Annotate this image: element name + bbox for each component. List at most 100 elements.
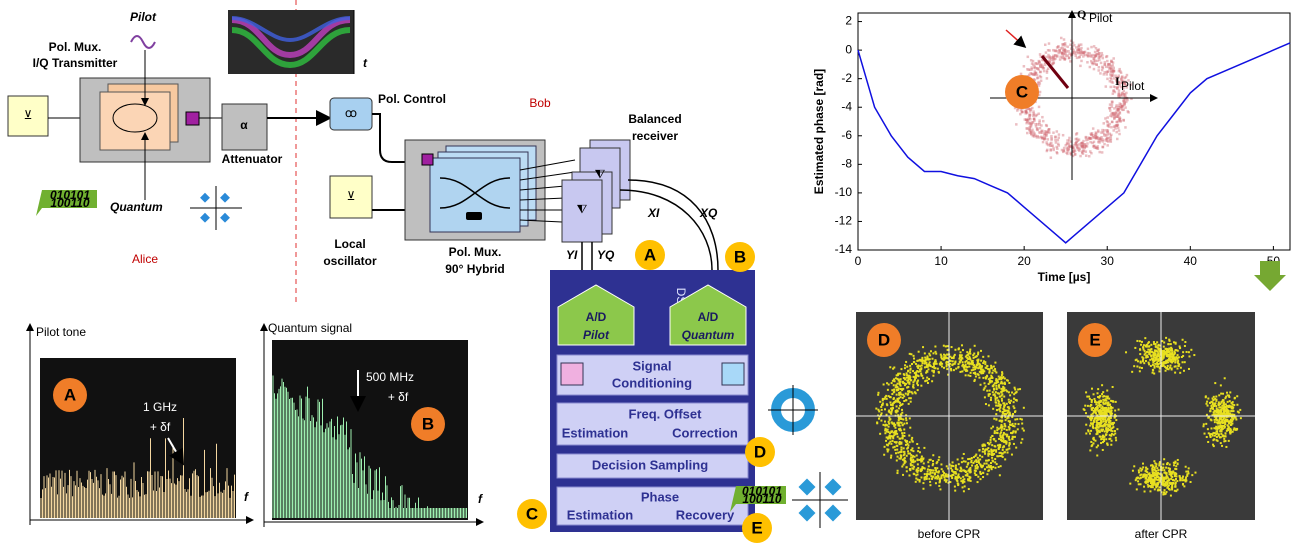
alice-label: Alice <box>132 252 158 266</box>
constellation-point <box>980 360 982 362</box>
constellation-point <box>889 401 891 403</box>
constellation-point <box>892 380 894 382</box>
constellation-point <box>900 443 902 445</box>
constellation-point <box>915 481 917 483</box>
constellation-point <box>1228 440 1230 442</box>
constellation-point <box>1083 408 1085 410</box>
constellation-point <box>912 468 914 470</box>
constellation-point <box>1090 422 1092 424</box>
bits: 100110 <box>742 492 781 506</box>
constellation-point <box>977 481 979 483</box>
constellation-point <box>1117 93 1120 96</box>
constellation-point <box>974 373 976 375</box>
constellation-point <box>991 377 993 379</box>
constellation-point <box>1225 406 1227 408</box>
constellation-point <box>1110 78 1113 81</box>
constellation-point <box>1073 144 1076 147</box>
constellation-point <box>1207 428 1209 430</box>
constellation-point <box>1046 125 1049 128</box>
constellation-point <box>967 458 969 460</box>
constellation-point <box>1106 424 1108 426</box>
constellation-point <box>1223 412 1225 414</box>
constellation-point <box>925 380 927 382</box>
constellation-point <box>1110 422 1112 424</box>
constellation-point <box>922 362 924 364</box>
constellation-point <box>1017 428 1019 430</box>
constellation-point <box>1098 151 1101 154</box>
constellation-point <box>963 460 965 462</box>
constellation-point <box>883 383 885 385</box>
constellation-point <box>999 420 1001 422</box>
constellation-point <box>1005 443 1007 445</box>
constellation-point <box>1141 356 1143 358</box>
constellation-point <box>902 424 904 426</box>
constellation-point <box>924 352 926 354</box>
constellation-point <box>1139 367 1141 369</box>
constellation-point <box>1004 413 1006 415</box>
constellation-point <box>1140 344 1142 346</box>
constellation-point <box>1066 45 1069 48</box>
constellation-point <box>1170 347 1172 349</box>
constellation-point <box>995 391 997 393</box>
constellation-point <box>1229 412 1231 414</box>
constellation-point <box>1179 372 1181 374</box>
constellation-point <box>1177 350 1179 352</box>
constellation-point <box>931 358 933 360</box>
constellation-point <box>1111 410 1113 412</box>
constellation-point <box>912 450 914 452</box>
constellation-point <box>1099 138 1102 141</box>
constellation-point <box>1000 465 1002 467</box>
constellation-point <box>955 368 957 370</box>
constellation-point <box>1058 133 1061 136</box>
constellation-point <box>1000 431 1002 433</box>
constellation-point <box>1107 129 1110 132</box>
constellation-point <box>1052 49 1055 52</box>
constellation-point <box>962 364 964 366</box>
constellation-point <box>886 398 888 400</box>
constellation-point <box>933 371 935 373</box>
constellation-point <box>959 470 961 472</box>
constellation-point <box>986 390 988 392</box>
constellation-point <box>1090 419 1092 421</box>
constellation-point <box>887 389 889 391</box>
constellation-point <box>967 362 969 364</box>
constellation-point <box>1039 75 1042 78</box>
constellation-point <box>1089 141 1092 144</box>
badge: C <box>517 499 547 529</box>
constellation-point <box>1106 431 1108 433</box>
constellation-point <box>1096 409 1098 411</box>
constellation-point <box>949 356 951 358</box>
constellation-point <box>1118 133 1121 136</box>
constellation-point <box>985 403 987 405</box>
constellation-point <box>923 477 925 479</box>
constellation-point <box>1116 138 1119 141</box>
constellation-point <box>1098 402 1100 404</box>
constellation-point <box>1190 349 1192 351</box>
constellation-point <box>1084 54 1087 57</box>
constellation-point <box>1138 483 1140 485</box>
constellation-point <box>1113 107 1116 110</box>
constellation-point <box>1109 426 1111 428</box>
constellation-point <box>911 439 913 441</box>
constellation-point <box>1106 140 1109 143</box>
constellation-point <box>1095 433 1097 435</box>
constellation-point <box>1097 392 1099 394</box>
constellation-point <box>1038 123 1041 126</box>
constellation-point <box>1013 401 1015 403</box>
constellation-point <box>978 363 980 365</box>
constellation-point <box>1012 431 1014 433</box>
constellation-point <box>1182 339 1184 341</box>
constellation-point <box>904 439 906 441</box>
constellation-point <box>1043 138 1046 141</box>
constellation-point <box>912 441 914 443</box>
constellation-point <box>1109 133 1112 136</box>
constellation-point <box>892 404 894 406</box>
constellation-point <box>1008 399 1010 401</box>
constellation-point <box>1062 134 1065 137</box>
constellation-point <box>1193 354 1195 356</box>
constellation-point <box>1111 433 1113 435</box>
constellation-point <box>1188 351 1190 353</box>
constellation-point <box>1232 418 1234 420</box>
constellation-point <box>969 375 971 377</box>
constellation-point <box>952 360 954 362</box>
